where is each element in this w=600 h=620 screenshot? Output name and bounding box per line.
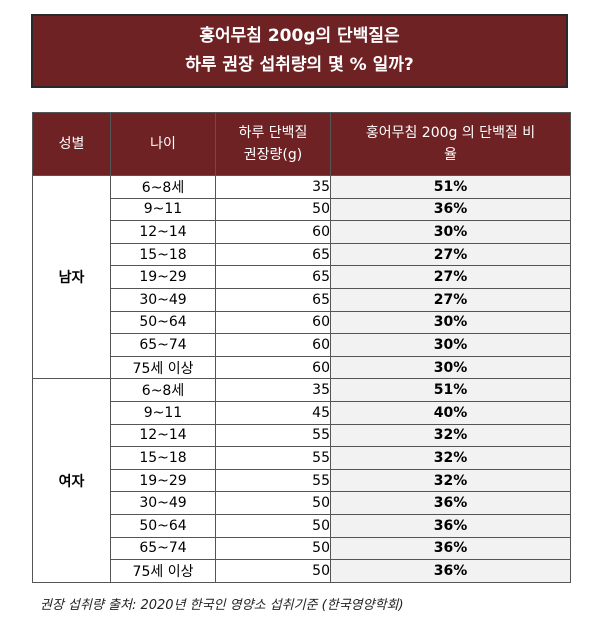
- gender-cell-male: 남자: [32, 174, 111, 380]
- ratio-cell: 27%: [330, 242, 571, 267]
- ratio-cell: 32%: [330, 423, 571, 448]
- age-cell: 9~11: [110, 400, 216, 425]
- age-cell: 12~14: [110, 220, 216, 244]
- header-ratio-line-2: 율: [444, 147, 457, 163]
- header-ratio-line-1: 홍어무침 200g 의 단백질 비: [365, 125, 536, 141]
- header-recommended-line-2: 권장량(g): [243, 147, 303, 163]
- header-age: 나이: [110, 112, 216, 176]
- ratio-cell: 51%: [330, 175, 571, 199]
- header-recommended-line-1: 하루 단백질: [238, 125, 308, 141]
- ratio-cell: 30%: [330, 355, 571, 380]
- title-line-2: 하루 권장 섭취량의 몇 % 일까?: [185, 55, 414, 75]
- recommended-cell: 55: [215, 423, 331, 448]
- recommended-cell: 35: [215, 378, 331, 402]
- source-note: 권장 섭취량 출처: 2020년 한국인 영양소 섭취기준 (한국영양학회): [40, 598, 404, 613]
- header-gender: 성별: [32, 112, 111, 176]
- age-cell: 65~74: [110, 333, 216, 357]
- table-row: 12~14 60 30%: [33, 220, 571, 244]
- table-row: 30~49 50 36%: [33, 491, 571, 515]
- age-cell: 65~74: [110, 536, 216, 561]
- age-cell: 12~14: [110, 423, 216, 448]
- age-cell: 15~18: [110, 242, 216, 267]
- age-cell: 30~49: [110, 287, 216, 312]
- age-cell: 50~64: [110, 310, 216, 335]
- recommended-cell: 60: [215, 355, 331, 380]
- recommended-cell: 50: [215, 536, 331, 561]
- table-row: 9~11 45 40%: [33, 400, 571, 425]
- ratio-cell: 36%: [330, 491, 571, 515]
- table-row: 12~14 55 32%: [33, 423, 571, 448]
- protein-table: 성별 나이 하루 단백질 권장량(g) 홍어무침 200g 의 단백질 비 율 …: [32, 112, 571, 583]
- recommended-cell: 65: [215, 242, 331, 267]
- recommended-cell: 65: [215, 265, 331, 289]
- recommended-cell: 50: [215, 559, 331, 583]
- table-row: 9~11 50 36%: [33, 197, 571, 222]
- table-row: 65~74 60 30%: [33, 333, 571, 357]
- ratio-cell: 30%: [330, 220, 571, 244]
- age-cell: 19~29: [110, 468, 216, 493]
- header-ratio: 홍어무침 200g 의 단백질 비 율: [330, 112, 571, 176]
- ratio-cell: 32%: [330, 468, 571, 493]
- table-header-row: 성별 나이 하루 단백질 권장량(g) 홍어무침 200g 의 단백질 비 율: [32, 112, 571, 176]
- age-cell: 50~64: [110, 513, 216, 538]
- ratio-cell: 30%: [330, 333, 571, 357]
- ratio-cell: 36%: [330, 559, 571, 583]
- gender-cell-female: 여자: [32, 378, 111, 583]
- title-line-1: 홍어무침 200g의 단백질은: [199, 26, 400, 46]
- recommended-cell: 35: [215, 175, 331, 199]
- age-cell: 30~49: [110, 491, 216, 515]
- ratio-cell: 36%: [330, 197, 571, 222]
- ratio-cell: 51%: [330, 378, 571, 402]
- table-row: 19~29 55 32%: [33, 468, 571, 493]
- age-cell: 6~8세: [110, 175, 216, 199]
- title-banner: 홍어무침 200g의 단백질은 하루 권장 섭취량의 몇 % 일까?: [31, 14, 568, 88]
- ratio-cell: 40%: [330, 400, 571, 425]
- recommended-cell: 60: [215, 333, 331, 357]
- ratio-cell: 32%: [330, 446, 571, 470]
- table-row: 남자 6~8세 35 51%: [32, 174, 571, 380]
- table-row: 50~64 60 30%: [33, 310, 571, 335]
- recommended-cell: 60: [215, 310, 331, 335]
- recommended-cell: 55: [215, 468, 331, 493]
- recommended-cell: 55: [215, 446, 331, 470]
- recommended-cell: 50: [215, 197, 331, 222]
- table-row: 15~18 55 32%: [33, 446, 571, 470]
- recommended-cell: 50: [215, 491, 331, 515]
- table-row: 65~74 50 36%: [33, 536, 571, 561]
- table-row: 여자 6~8세 35 51%: [32, 378, 571, 583]
- recommended-cell: 60: [215, 220, 331, 244]
- ratio-cell: 36%: [330, 536, 571, 561]
- recommended-cell: 45: [215, 400, 331, 425]
- age-cell: 75세 이상: [110, 559, 216, 583]
- ratio-cell: 36%: [330, 513, 571, 538]
- age-cell: 19~29: [110, 265, 216, 289]
- table-row: 50~64 50 36%: [33, 513, 571, 538]
- age-cell: 75세 이상: [110, 355, 216, 380]
- table-row: 30~49 65 27%: [33, 287, 571, 312]
- table-row: 75세 이상 50 36%: [33, 559, 571, 583]
- table-row: 19~29 65 27%: [33, 265, 571, 289]
- age-cell: 9~11: [110, 197, 216, 222]
- recommended-cell: 50: [215, 513, 331, 538]
- table-row: 75세 이상 60 30%: [33, 355, 571, 380]
- age-cell: 15~18: [110, 446, 216, 470]
- ratio-cell: 27%: [330, 287, 571, 312]
- age-cell: 6~8세: [110, 378, 216, 402]
- header-recommended: 하루 단백질 권장량(g): [215, 112, 331, 176]
- ratio-cell: 27%: [330, 265, 571, 289]
- table-row: 15~18 65 27%: [33, 242, 571, 267]
- recommended-cell: 65: [215, 287, 331, 312]
- ratio-cell: 30%: [330, 310, 571, 335]
